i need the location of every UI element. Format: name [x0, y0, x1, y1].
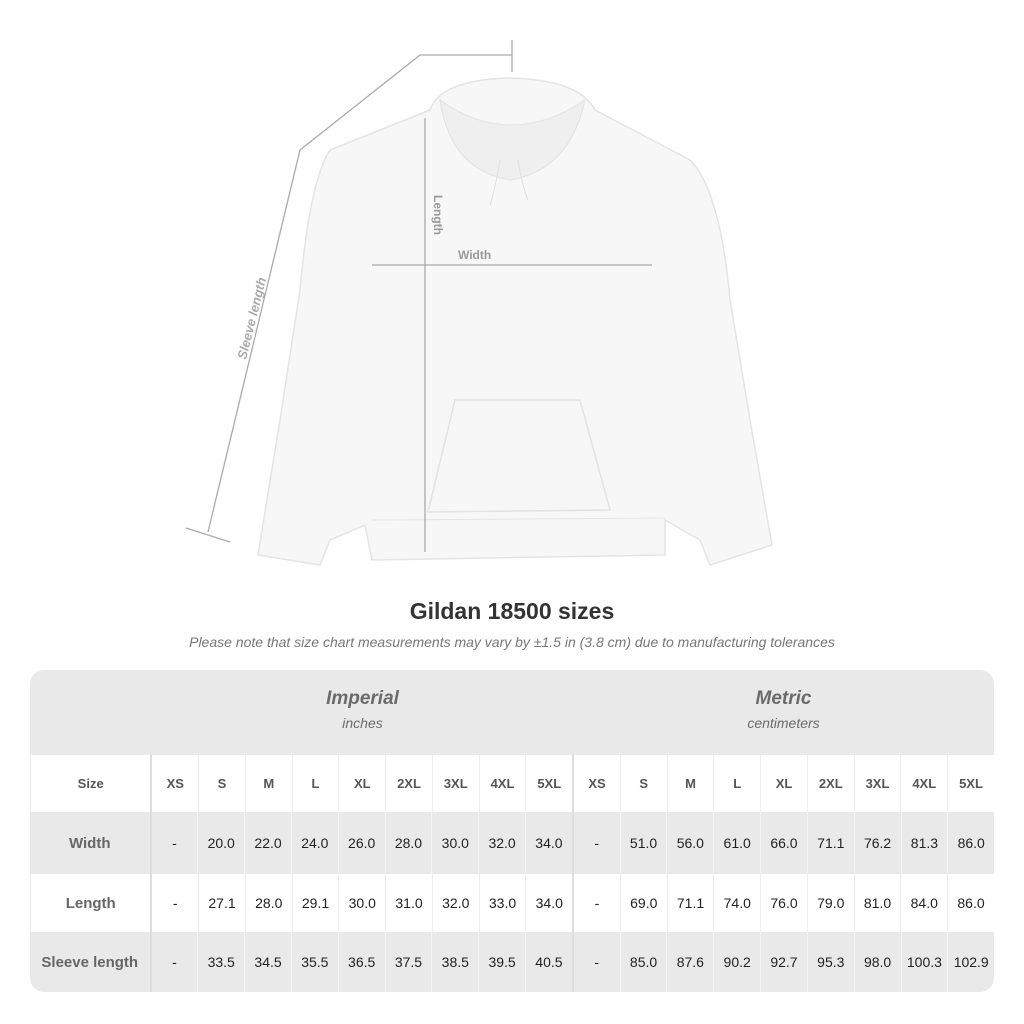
imperial-header: Imperial inches [152, 670, 573, 755]
table-cell: 2XL [385, 755, 432, 812]
table-cell: XS [150, 755, 198, 812]
table-cell: 32.0 [478, 812, 525, 874]
metric-header: Metric centimeters [573, 670, 994, 755]
table-cell: 3XL [853, 755, 901, 812]
table-cell: 74.0 [713, 874, 760, 932]
table-cell: 37.5 [384, 932, 432, 992]
table-cell: 20.0 [197, 812, 244, 874]
size-table: Imperial inches Metric centimeters Size X… [30, 670, 994, 992]
table-cell: - [149, 932, 198, 992]
table-row: Width -20.0 22.0 24.0 26.0 28.0 30.0 32.0 34.0-5… [30, 812, 994, 874]
table-cell: 69.0 [619, 874, 667, 932]
table-cell: 51.0 [619, 812, 667, 874]
table-cell: 79.0 [806, 874, 854, 932]
table-cell: 4XL [478, 755, 526, 812]
table-cell: 34.0 [525, 874, 572, 932]
table-cell: 85.0 [619, 932, 667, 992]
table-cell: 35.5 [290, 932, 338, 992]
table-cell: 30.0 [431, 812, 478, 874]
row-label: Length [30, 874, 150, 932]
table-cell: XS [572, 755, 620, 812]
table-cell: 31.0 [385, 874, 432, 932]
hoodie-illustration [257, 77, 773, 566]
table-row: Sleeve length -33.5 34.5 35.5 36.5 37.5 38.5 39… [30, 932, 994, 992]
table-cell: 90.2 [713, 932, 760, 992]
imperial-title: Imperial [326, 688, 399, 709]
table-cell: 100.3 [900, 932, 948, 992]
table-cell: 76.2 [853, 812, 901, 874]
table-cell: 81.0 [853, 874, 901, 932]
table-cell: 27.1 [198, 874, 245, 932]
table-cell: 5XL [947, 755, 994, 812]
table-cell: 76.0 [760, 874, 807, 932]
table-cell: 66.0 [760, 812, 807, 874]
length-label: Length [431, 195, 445, 235]
table-cell: 39.5 [478, 932, 525, 992]
table-cell: 40.5 [525, 932, 572, 992]
table-cell: 22.0 [244, 812, 291, 874]
hoodie-diagram: Sleeve length Length Width [185, 40, 773, 566]
size-header-row: Size XS S M L XL 2XL 3XL 4XL 5XL XS S M L XL 2XL 3XL 4XL 5… [30, 755, 994, 812]
table-cell: 86.0 [947, 874, 994, 932]
table-cell: 3XL [431, 755, 479, 812]
table-cell: 33.0 [478, 874, 526, 932]
table-cell: 98.0 [853, 932, 901, 992]
table-cell: L [291, 755, 339, 812]
table-cell: 87.6 [666, 932, 713, 992]
table-cell: 36.5 [337, 932, 385, 992]
metric-unit: centimeters [747, 715, 820, 731]
table-cell: S [198, 755, 245, 812]
table-cell: 95.3 [806, 932, 854, 992]
table-cell: 24.0 [290, 812, 338, 874]
table-cell: 71.1 [806, 812, 854, 874]
table-cell: 84.0 [900, 874, 947, 932]
metric-title: Metric [755, 688, 812, 709]
table-cell: 26.0 [337, 812, 385, 874]
table-cell: 71.1 [666, 874, 714, 932]
table-cell: 34.5 [244, 932, 291, 992]
row-label: Sleeve length [41, 953, 139, 971]
page-title: Gildan 18500 sizes [409, 598, 615, 624]
table-cell: 34.0 [525, 812, 572, 874]
table-cell: 81.3 [900, 812, 948, 874]
table-cell: - [572, 874, 620, 932]
row-label: Width [68, 834, 111, 852]
table-cell: 2XL [806, 755, 854, 812]
table-cell: XL [760, 755, 807, 812]
table-cell: M [244, 755, 292, 812]
table-cell: 5XL [525, 755, 572, 812]
table-cell: 4XL [900, 755, 947, 812]
table-cell: 102.9 [947, 932, 994, 992]
table-cell: 92.7 [760, 932, 807, 992]
table-cell: 29.1 [291, 874, 339, 932]
width-label: Width [458, 248, 491, 262]
table-cell: 86.0 [947, 812, 994, 874]
table-cell: - [150, 874, 198, 932]
table-row: Length -27.1 28.0 29.1 30.0 31.0 32.0 33.0 34.0-… [30, 874, 994, 932]
sleeve-length-label: Sleeve length [234, 276, 269, 361]
measurement-lines [185, 40, 652, 552]
table-cell: M [666, 755, 714, 812]
table-cell: 61.0 [713, 812, 760, 874]
table-cell: 28.0 [384, 812, 432, 874]
table-cell: 56.0 [666, 812, 713, 874]
table-cell: XL [338, 755, 385, 812]
table-cell: 33.5 [197, 932, 244, 992]
table-cell: L [713, 755, 760, 812]
table-cell: - [571, 812, 620, 874]
table-cell: 28.0 [244, 874, 292, 932]
table-cell: 32.0 [431, 874, 479, 932]
table-cell: - [149, 812, 198, 874]
table-cell: - [571, 932, 620, 992]
tolerance-note: Please note that size chart measurements… [189, 634, 835, 650]
table-cell: S [619, 755, 667, 812]
table-cell: 30.0 [338, 874, 385, 932]
table-cell: 38.5 [431, 932, 478, 992]
row-label: Size [30, 755, 150, 812]
imperial-unit: inches [342, 715, 383, 731]
